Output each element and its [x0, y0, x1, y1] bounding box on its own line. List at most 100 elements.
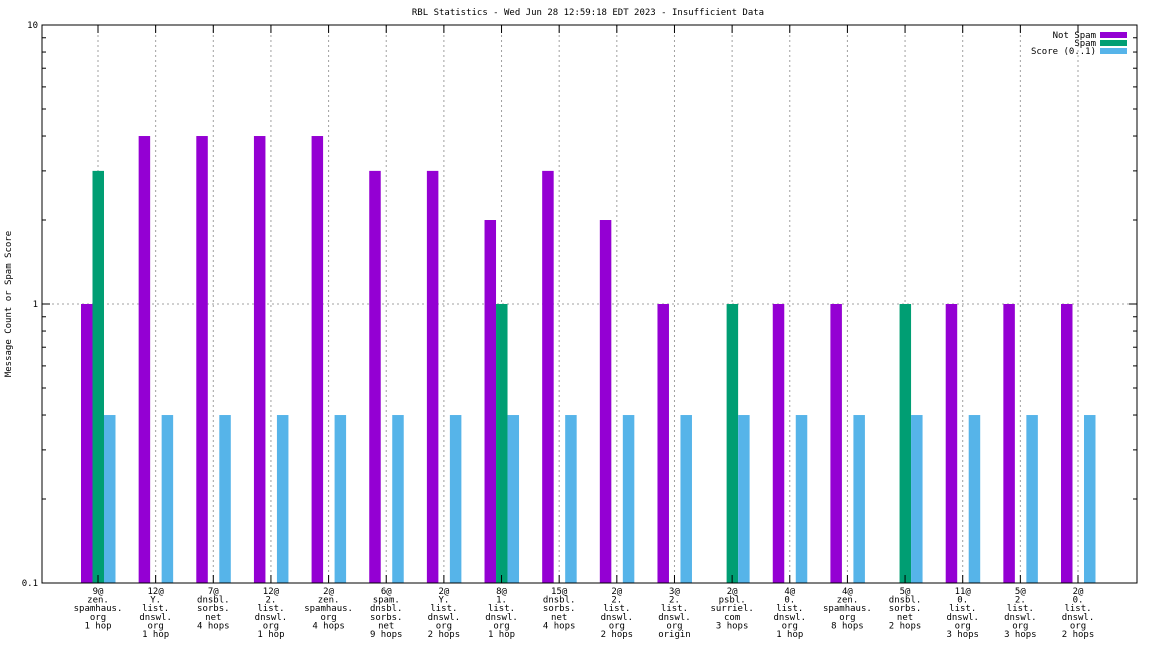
x-tick-label: 8 hops: [831, 621, 864, 631]
bar-not-spam: [1003, 304, 1015, 583]
x-tick-label: 2 hops: [428, 630, 461, 640]
x-tick-label: 1 hop: [257, 630, 284, 640]
x-tick-label: 2@: [1073, 587, 1084, 597]
x-tick-label: 11@: [955, 587, 972, 597]
bar-not-spam: [311, 136, 324, 583]
x-tick-label: spam.: [373, 596, 400, 606]
x-tick-label: 0.: [1073, 596, 1084, 606]
x-tick-label: 2@: [323, 587, 334, 597]
x-tick-label: spamhaus.: [823, 604, 872, 614]
x-tick-label: org: [320, 613, 336, 623]
x-tick-label: 2.: [266, 596, 277, 606]
x-tick-label: 1 hop: [84, 621, 111, 631]
x-tick-label: sorbs.: [543, 604, 576, 614]
x-tick-label: 2.: [1015, 596, 1026, 606]
x-tick-label: dnsbl.: [370, 604, 403, 614]
x-tick-label: 2@: [438, 587, 449, 597]
bar-spam: [726, 304, 739, 583]
y-tick-label: 10: [27, 21, 38, 31]
bar-not-spam: [599, 220, 612, 583]
x-tick-label: 9 hops: [370, 630, 403, 640]
x-tick-label: 8@: [496, 587, 507, 597]
legend-label: Not Spam: [1053, 31, 1096, 41]
bar-score: [449, 415, 462, 583]
x-tick-label: list.: [488, 604, 515, 614]
x-tick-label: sorbs.: [889, 604, 922, 614]
x-tick-label: 2@: [727, 587, 738, 597]
x-tick-label: 0.: [957, 596, 968, 606]
x-tick-label: Y.: [150, 596, 161, 606]
bar-not-spam: [830, 304, 842, 583]
bar-spam: [92, 170, 104, 583]
x-tick-label: 9@: [93, 587, 104, 597]
x-tick-label: 2 hops: [1062, 630, 1095, 640]
x-tick-label: 0.: [784, 596, 795, 606]
x-tick-label: 3 hops: [946, 630, 979, 640]
bar-score: [853, 415, 865, 583]
bar-score: [911, 415, 923, 583]
legend-label: Score (0..1): [1031, 47, 1096, 57]
x-tick-label: 15@: [551, 587, 568, 597]
x-tick-label: 5@: [900, 587, 911, 597]
legend-swatch: [1100, 32, 1127, 38]
x-tick-label: 3 hops: [716, 621, 749, 631]
bar-score: [392, 415, 404, 583]
x-tick-label: dnswl.: [485, 613, 518, 623]
y-tick-label: 1: [33, 300, 38, 310]
x-tick-label: 6@: [381, 587, 392, 597]
bar-score: [622, 415, 635, 583]
y-tick-label: 0.1: [22, 579, 38, 589]
x-tick-label: 7@: [208, 587, 219, 597]
x-tick-label: dnswl.: [139, 613, 172, 623]
x-tick-label: net: [205, 613, 221, 623]
bar-score: [334, 415, 347, 583]
x-tick-label: 1 hop: [776, 630, 803, 640]
bar-score: [1026, 415, 1038, 583]
x-tick-label: org: [148, 621, 164, 631]
x-tick-label: dnswl.: [1004, 613, 1037, 623]
x-tick-label: org: [609, 621, 625, 631]
bar-score: [276, 415, 289, 583]
y-ticks: 0.1 1 10: [22, 21, 1137, 589]
x-tick-label: org: [955, 621, 971, 631]
x-tick-label: org: [1070, 621, 1086, 631]
x-tick-label: origin: [658, 630, 691, 640]
x-tick-label: 2@: [611, 587, 622, 597]
x-tick-label: 2.: [611, 596, 622, 606]
x-tick-label: dnswl.: [774, 613, 807, 623]
x-tick-label: zen.: [837, 596, 859, 606]
x-tick-label: 3@: [669, 587, 680, 597]
bar-score: [968, 415, 981, 583]
x-tick-label: Y.: [438, 596, 449, 606]
bar-not-spam: [196, 136, 208, 583]
bar-not-spam: [426, 170, 439, 583]
x-tick-label: 2 hops: [889, 621, 922, 631]
y-axis-label: Message Count or Spam Score: [4, 231, 14, 377]
x-tick-label: dnsbl.: [543, 596, 576, 606]
bar-not-spam: [657, 304, 669, 583]
bar-score: [738, 415, 750, 583]
bar-spam: [496, 304, 508, 583]
x-tick-label: dnswl.: [428, 613, 461, 623]
legend-swatch: [1100, 48, 1127, 54]
x-tick-label: 12@: [263, 587, 280, 597]
x-tick-label: 2 hops: [601, 630, 634, 640]
x-tick-label: zen.: [318, 596, 340, 606]
x-tick-label: org: [263, 621, 279, 631]
x-tick-label: 4 hops: [197, 621, 230, 631]
x-tick-label: list.: [949, 604, 976, 614]
bars: [81, 136, 1096, 583]
x-tick-label: 1.: [496, 596, 507, 606]
bar-not-spam: [138, 136, 151, 583]
x-tick-label: 5@: [1015, 587, 1026, 597]
bar-score: [507, 415, 520, 583]
x-tick-label: dnsbl.: [889, 596, 922, 606]
x-tick-label: list.: [1064, 604, 1091, 614]
chart-title: RBL Statistics - Wed Jun 28 12:59:18 EDT…: [412, 8, 764, 18]
bar-score: [795, 415, 808, 583]
bar-score: [680, 415, 692, 583]
x-tick-label: 4@: [784, 587, 795, 597]
bar-not-spam: [772, 304, 785, 583]
